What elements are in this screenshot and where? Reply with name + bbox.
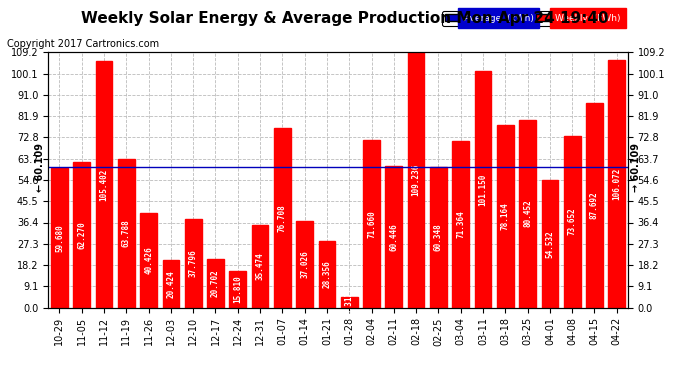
Text: 62.270: 62.270 [77,221,86,249]
Text: 63.788: 63.788 [122,219,131,247]
Bar [363,140,380,308]
Text: 59.680: 59.680 [55,224,64,252]
Bar [430,166,447,308]
Bar [586,103,603,308]
Text: 37.796: 37.796 [188,249,198,277]
Text: 76.708: 76.708 [278,204,287,232]
Text: 71.660: 71.660 [367,210,376,238]
Bar [453,141,469,308]
Bar [73,162,90,308]
Text: 105.402: 105.402 [99,168,108,201]
Text: 15.810: 15.810 [233,275,242,303]
Text: 60.446: 60.446 [389,223,398,251]
Bar [520,120,536,308]
Bar [163,260,179,308]
Text: 73.652: 73.652 [568,208,577,236]
Legend: Average  (kWh), Weekly  (kWh): Average (kWh), Weekly (kWh) [442,11,623,26]
Bar [51,168,68,308]
Bar [408,53,424,308]
Text: 20.424: 20.424 [166,270,175,297]
Bar [319,241,335,308]
Text: 54.532: 54.532 [545,230,554,258]
Text: 4.312: 4.312 [345,291,354,314]
Text: 80.452: 80.452 [523,200,532,228]
Text: Weekly Solar Energy & Average Production Mon Apr 24 19:40: Weekly Solar Energy & Average Production… [81,11,609,26]
Text: ← 60.109: ← 60.109 [35,142,45,192]
Bar [230,271,246,308]
Text: 101.150: 101.150 [478,173,488,206]
Bar [252,225,268,308]
Bar [185,219,201,308]
Text: 106.072: 106.072 [612,168,621,200]
Bar [207,259,224,308]
Bar [386,166,402,308]
Text: 87.692: 87.692 [590,191,599,219]
Bar [542,180,558,308]
Bar [475,71,491,308]
Text: → 60.109: → 60.109 [631,142,641,192]
Bar [564,135,580,308]
Text: Copyright 2017 Cartronics.com: Copyright 2017 Cartronics.com [7,39,159,50]
Bar [140,213,157,308]
Bar [274,128,290,308]
Bar [96,62,112,308]
Text: 40.426: 40.426 [144,246,153,274]
Bar [118,159,135,308]
Bar [296,221,313,308]
Bar [497,125,513,308]
Text: 37.026: 37.026 [300,251,309,278]
Text: 35.474: 35.474 [255,252,264,280]
Bar [609,60,625,308]
Text: 78.164: 78.164 [501,202,510,230]
Text: 109.236: 109.236 [412,164,421,196]
Text: 28.356: 28.356 [322,261,331,288]
Text: 20.702: 20.702 [211,270,220,297]
Text: 60.348: 60.348 [434,223,443,251]
Text: 71.364: 71.364 [456,210,465,238]
Bar [341,297,357,307]
